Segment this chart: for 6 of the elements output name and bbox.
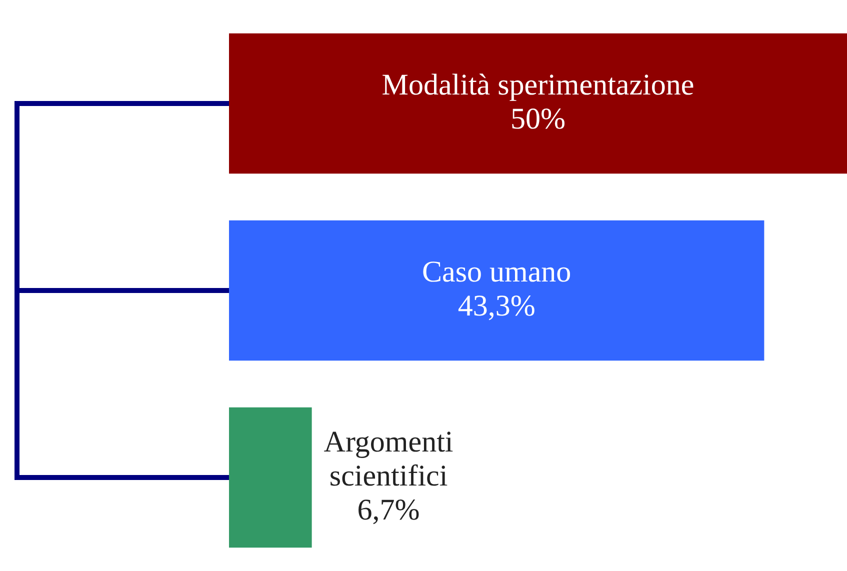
y-tick-label: Modalità sperimentazione <box>382 68 694 102</box>
data-label: 50% <box>510 102 566 136</box>
data-label: 6,7% <box>357 493 420 526</box>
y-tick-label: Caso umano <box>422 255 572 288</box>
y-tick-label: Argomenti scientifici <box>324 425 454 492</box>
data-label: 43,3% <box>458 289 536 322</box>
